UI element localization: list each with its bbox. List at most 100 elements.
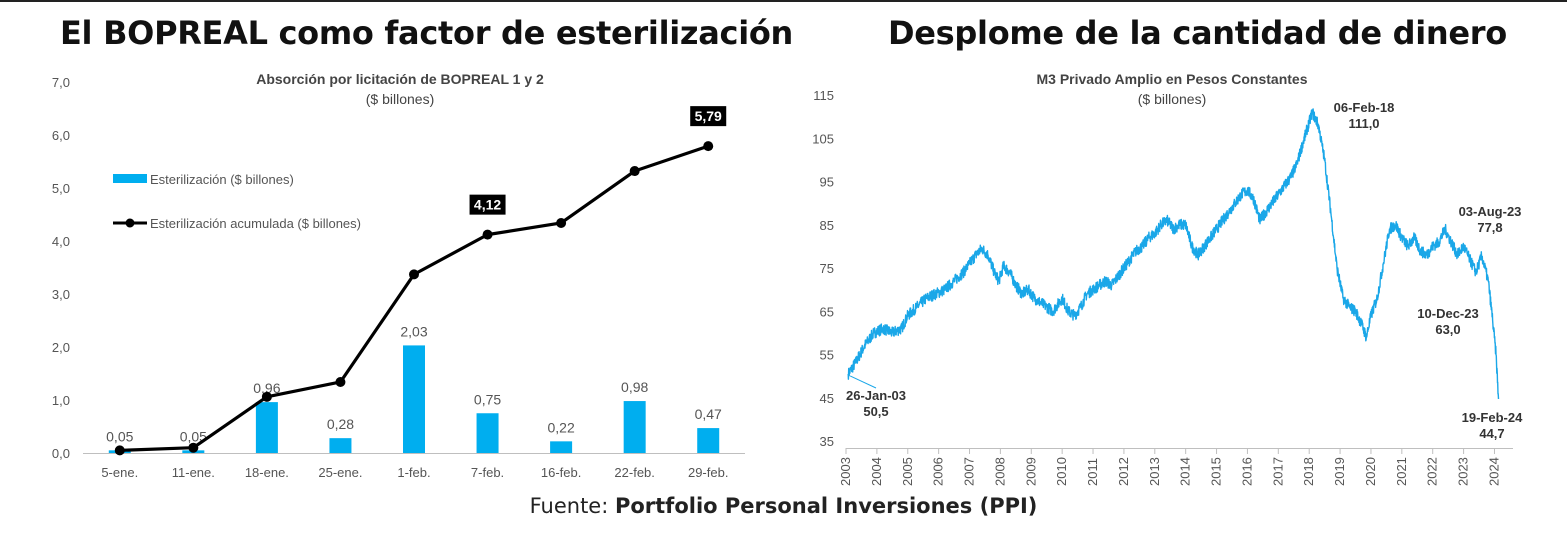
legend-bar-swatch: [113, 174, 147, 183]
bar-value-label: 0,05: [180, 428, 207, 444]
x-tick-label: 2009: [1023, 457, 1038, 486]
cumulative-point: [188, 442, 199, 453]
x-tick-label: 2010: [1054, 457, 1069, 486]
x-tick-label: 22-feb.: [614, 465, 654, 480]
right-chart-title: M3 Privado Amplio en Pesos Constantes: [1037, 71, 1308, 87]
y-tick-label: 95: [820, 175, 834, 190]
y-tick-label: 105: [812, 131, 834, 146]
bar-value-label: 0,28: [327, 416, 354, 432]
y-tick-label: 4,0: [52, 234, 70, 249]
x-tick-label: 2005: [900, 457, 915, 486]
top-rule: [0, 0, 1567, 2]
cumulative-point: [629, 166, 640, 177]
x-tick-label: 1-feb.: [397, 465, 430, 480]
bar: [255, 402, 278, 453]
y-tick-label: 1,0: [52, 393, 70, 408]
annotation-date: 06-Feb-18: [1334, 100, 1395, 115]
y-tick-label: 75: [820, 261, 834, 276]
annotation-value: 77,8: [1477, 220, 1502, 235]
x-tick-label: 18-ene.: [245, 465, 289, 480]
x-tick-label: 2008: [992, 457, 1007, 486]
y-tick-label: 6,0: [52, 128, 70, 143]
legend-line-marker: [125, 218, 135, 228]
annotation-date: 26-Jan-03: [846, 388, 906, 403]
legend-bar-label: Esterilización ($ billones): [150, 172, 294, 187]
y-tick-label: 3,0: [52, 287, 70, 302]
cumulative-point: [556, 217, 567, 228]
annotation-leader: [849, 375, 877, 389]
bar-value-label: 0,75: [474, 391, 501, 407]
bar: [476, 413, 499, 453]
x-tick-label: 5-ene.: [101, 465, 138, 480]
cumulative-point: [261, 391, 272, 402]
x-tick-label: 2011: [1085, 458, 1100, 486]
cumulative-point: [114, 445, 125, 456]
bopreal-chart: Absorción por licitación de BOPREAL 1 y …: [52, 71, 745, 480]
y-tick-label: 115: [813, 88, 834, 103]
x-tick-label: 2018: [1301, 457, 1316, 486]
x-tick-label: 25-ene.: [318, 465, 362, 480]
x-tick-label: 2013: [1147, 457, 1162, 486]
x-tick-label: 2003: [838, 457, 853, 486]
y-tick-label: 5,0: [52, 181, 70, 196]
bar-value-label: 2,03: [400, 323, 427, 339]
x-tick-label: 2020: [1363, 457, 1378, 486]
source-prefix: Fuente:: [529, 494, 615, 518]
cumulative-point: [703, 141, 714, 152]
y-tick-label: 55: [820, 348, 834, 363]
source-note: Fuente: Portfolio Personal Inversiones (…: [0, 494, 1567, 518]
x-tick-label: 2017: [1270, 457, 1285, 486]
x-tick-label: 2023: [1456, 457, 1471, 486]
x-tick-label: 2007: [962, 457, 977, 486]
y-tick-label: 85: [820, 218, 834, 233]
m3-line: [847, 108, 1500, 400]
x-tick-label: 2012: [1116, 457, 1131, 486]
annotation-value: 63,0: [1435, 322, 1460, 337]
cumulative-point: [482, 229, 493, 240]
left-headline: El BOPREAL como factor de esterilización: [60, 14, 794, 52]
y-tick-label: 35: [820, 434, 834, 449]
y-tick-label: 65: [820, 304, 834, 319]
cumulative-callout-box: [690, 106, 727, 127]
x-tick-label: 2024: [1486, 457, 1501, 486]
bar: [550, 441, 573, 453]
bar-value-label: 0,22: [547, 419, 574, 435]
annotation-value: 50,5: [863, 404, 888, 419]
annotation-date: 19-Feb-24: [1462, 410, 1523, 425]
x-tick-label: 29-feb.: [688, 465, 728, 480]
y-tick-label: 7,0: [52, 75, 70, 90]
y-tick-label: 2,0: [52, 340, 70, 355]
x-tick-label: 16-feb.: [541, 465, 581, 480]
cumulative-point: [335, 376, 346, 387]
m3-chart: M3 Privado Amplio en Pesos Constantes ($ …: [812, 71, 1523, 486]
annotation-date: 03-Aug-23: [1459, 204, 1522, 219]
x-tick-label: 2022: [1425, 457, 1440, 486]
bar: [623, 401, 646, 453]
bar-value-label: 0,98: [621, 379, 648, 395]
x-tick-label: 2004: [869, 457, 884, 486]
x-tick-label: 2019: [1332, 457, 1347, 486]
legend-line-label: Esterilización acumulada ($ billones): [150, 216, 361, 231]
left-chart-subtitle: ($ billones): [366, 91, 434, 107]
right-headline: Desplome de la cantidad de dinero: [888, 14, 1507, 52]
y-tick-label: 45: [820, 391, 834, 406]
left-chart-title: Absorción por licitación de BOPREAL 1 y …: [256, 71, 544, 87]
annotation-date: 10-Dec-23: [1417, 306, 1478, 321]
x-tick-label: 2014: [1178, 457, 1193, 486]
y-tick-label: 0,0: [52, 446, 70, 461]
bar: [403, 345, 425, 453]
x-tick-label: 2016: [1239, 457, 1254, 486]
x-tick-label: 7-feb.: [471, 465, 504, 480]
bar: [329, 438, 352, 453]
x-tick-label: 2015: [1209, 457, 1224, 486]
bar-value-label: 0,47: [695, 406, 722, 422]
cumulative-point: [409, 269, 419, 280]
bar: [697, 428, 720, 453]
cumulative-callout-label: 5,79: [695, 108, 722, 124]
cumulative-callout-label: 4,12: [474, 197, 501, 213]
x-tick-label: 2021: [1394, 457, 1409, 486]
bar-value-label: 0,96: [253, 380, 280, 396]
bar-value-label: 0,05: [106, 428, 133, 444]
annotation-value: 44,7: [1479, 426, 1504, 441]
x-tick-label: 11-ene.: [172, 465, 215, 480]
